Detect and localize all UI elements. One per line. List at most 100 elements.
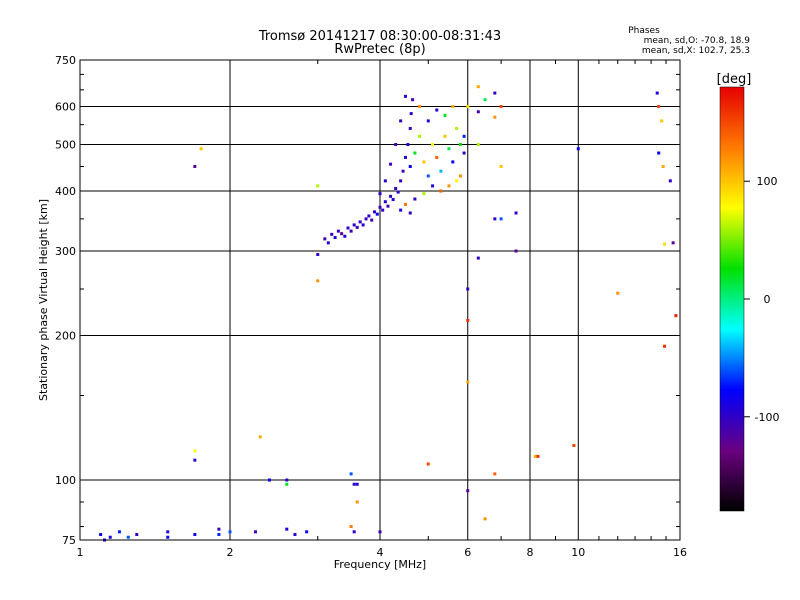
data-point (293, 533, 297, 537)
data-point (316, 279, 320, 283)
y-axis-ticks: 75 100 200 300 400 500 600 750 (55, 54, 680, 547)
data-point (361, 223, 365, 227)
data-point (499, 217, 503, 221)
plot-frame (79, 59, 681, 541)
data-point (375, 212, 379, 216)
data-point (126, 535, 130, 539)
data-point (408, 164, 412, 168)
data-point (466, 380, 470, 384)
data-point (399, 179, 403, 183)
x-tick-label: 10 (571, 546, 585, 559)
data-point (660, 119, 664, 123)
colorbar-tick-label: 0 (764, 293, 771, 306)
x-tick-label: 4 (377, 546, 384, 559)
data-point (333, 236, 337, 240)
data-point (674, 314, 678, 318)
data-point (455, 179, 459, 183)
y-tick-label: 400 (55, 185, 76, 198)
data-point (493, 115, 497, 119)
data-point (499, 105, 503, 109)
data-point (493, 217, 497, 221)
data-point (499, 164, 503, 168)
data-point (403, 155, 407, 159)
data-point (455, 126, 459, 130)
data-point (483, 98, 487, 102)
grid-lines (80, 60, 680, 540)
data-point (476, 143, 480, 147)
data-point (476, 256, 480, 260)
data-point (401, 169, 405, 173)
data-point (426, 462, 430, 466)
data-point (426, 174, 430, 178)
y-tick-label: 750 (55, 54, 76, 67)
x-tick-label: 6 (464, 546, 471, 559)
data-point (305, 530, 309, 534)
data-point (409, 112, 413, 116)
data-point (193, 449, 197, 453)
y-tick-label: 600 (55, 101, 76, 114)
data-point (447, 184, 451, 188)
data-point (193, 458, 197, 462)
data-point (671, 241, 675, 245)
data-point (355, 482, 359, 486)
data-point (435, 108, 439, 112)
data-point (462, 151, 466, 155)
data-point (572, 444, 576, 448)
data-point (408, 211, 412, 215)
data-point (193, 533, 197, 537)
chart-title: Tromsø 20141217 08:30:00-08:31:43 (258, 29, 501, 44)
data-point (417, 134, 421, 138)
data-point (396, 190, 400, 194)
data-point (346, 226, 350, 230)
data-point (413, 151, 417, 155)
y-tick-label: 100 (55, 474, 76, 487)
data-point (476, 85, 480, 89)
x-tick-label: 1 (77, 546, 84, 559)
data-point (378, 205, 382, 209)
data-point (431, 184, 435, 188)
data-point (217, 533, 221, 537)
data-point (285, 482, 289, 486)
data-point (193, 164, 197, 168)
data-point (451, 160, 455, 164)
data-point (367, 214, 371, 218)
data-point (466, 105, 470, 109)
data-point (663, 242, 667, 246)
data-point (352, 482, 356, 486)
data-point (417, 105, 421, 109)
phases-x-stats: mean, sd,X: 102.7, 25.3 (642, 46, 750, 56)
data-point (422, 160, 426, 164)
data-point (228, 530, 232, 534)
data-point (439, 189, 443, 193)
data-point (655, 91, 659, 95)
x-tick-label: 16 (673, 546, 687, 559)
data-point (285, 478, 289, 482)
data-point (253, 530, 257, 534)
data-point (370, 218, 374, 222)
data-point (493, 91, 497, 95)
data-point (399, 208, 403, 212)
data-point (426, 119, 430, 123)
data-point (267, 478, 271, 482)
data-point (378, 530, 382, 534)
y-tick-label: 200 (55, 330, 76, 343)
data-point (514, 211, 518, 215)
data-point (166, 530, 170, 534)
phases-heading: Phases (628, 26, 660, 36)
data-point (451, 105, 455, 109)
data-point (99, 533, 103, 537)
data-point (355, 500, 359, 504)
data-point (352, 223, 356, 227)
data-point (340, 232, 344, 236)
data-point (514, 249, 518, 253)
data-point (394, 143, 398, 147)
data-point (403, 94, 407, 98)
colorbar-ticks: 100 0 -100 (744, 175, 779, 424)
data-point (364, 217, 368, 221)
y-tick-label: 300 (55, 245, 76, 258)
data-point (386, 204, 390, 208)
data-point (349, 229, 353, 233)
data-point (316, 253, 320, 257)
data-point (411, 98, 415, 102)
